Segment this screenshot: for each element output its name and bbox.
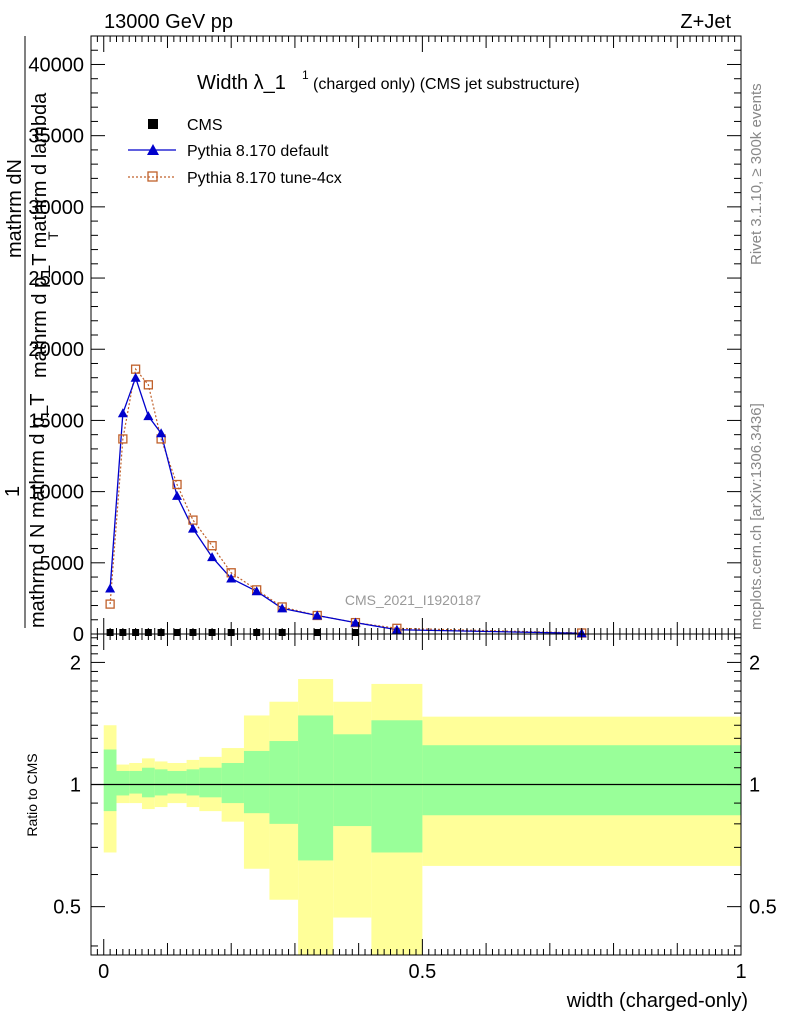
legend-label-pythia-default: Pythia 8.170 default (187, 143, 329, 160)
data-point-cms (351, 629, 359, 636)
y-tick-label: 40000 (28, 54, 84, 76)
data-point-pythia-tune4cx (207, 541, 217, 551)
main-panel: 0 5000 10000 15000 20000 25000 30000 35000 40000… (2, 35, 742, 646)
y-tick-label: 15000 (28, 410, 84, 432)
analysis-label: CMS_2021_I1920187 (345, 592, 481, 608)
data-point-pythia-default (172, 490, 183, 500)
legend-label-cms: CMS (187, 117, 223, 134)
y-tick-label: 25000 (28, 268, 84, 290)
ratio-band-green (186, 769, 200, 796)
ratio-band-green (103, 749, 117, 812)
data-point-pythia-default (105, 583, 116, 593)
y-tick-label: 10000 (28, 482, 84, 504)
data-point-pythia-tune4cx (172, 479, 182, 490)
x-tick-label: 1 (735, 961, 746, 983)
legend-item-pythia-tune4cx: Pythia 8.170 tune-4cx (128, 170, 342, 187)
chart-title: Width λ_1 1 (charged only) (CMS jet subs… (197, 68, 580, 94)
ratio-band-green (141, 767, 155, 798)
data-point-cms (313, 629, 321, 636)
title-subtext: (charged only) (CMS jet substructure) (313, 76, 580, 93)
ratio-band-green (167, 770, 187, 794)
data-point-pythia-default (226, 573, 237, 583)
ratio-band-green (129, 770, 142, 794)
x-axis-label: width (charged-only) (566, 990, 748, 1012)
data-point-pythia-default (143, 411, 154, 421)
rivet-label: Rivet 3.1.10, ≥ 300k events (748, 83, 765, 265)
data-point-pythia-default (187, 523, 198, 533)
title-main: Width λ_1 (197, 72, 286, 94)
y-tick-label: 35000 (28, 126, 84, 148)
ratio-y-tick-label: 2 (70, 652, 81, 674)
mcplots-label: mcplots.cern.ch [arXiv:1306.3436] (748, 403, 765, 630)
legend-marker-cms (148, 119, 158, 129)
ratio-band-green (422, 745, 741, 816)
legend-item-pythia-default: Pythia 8.170 default (128, 143, 329, 160)
ylabel-top: mathrm dN (4, 159, 26, 258)
process-label: Z+Jet (680, 11, 731, 33)
y-tick-label: 5000 (40, 553, 85, 575)
title-superscript: 1 (302, 68, 309, 82)
data-point-pythia-default (207, 552, 218, 562)
legend-label-pythia-tune4cx: Pythia 8.170 tune-4cx (187, 170, 342, 187)
legend-item-cms: CMS (148, 117, 223, 134)
ratio-band-green (298, 715, 334, 861)
ratio-y-tick-label-right: 0.5 (749, 897, 777, 919)
ratio-y-tick-label: 0.5 (53, 897, 81, 919)
y-axis-label: mathrm dN mathrm d p_T mathrm d lambda T… (2, 36, 61, 628)
ratio-band-green (116, 770, 130, 796)
data-point-pythia-tune4cx (143, 380, 154, 390)
ratio-band-green (371, 720, 423, 853)
ylabel-numerator: 1 (2, 486, 24, 497)
ratio-plot-area: 0 0.5 1 0.5 0.5 1 1 2 2 (53, 633, 777, 983)
y-tick-label: 30000 (28, 197, 84, 219)
main-plot-area: 0 5000 10000 15000 20000 25000 30000 35000 40000 (28, 35, 742, 646)
data-point-pythia-default (156, 428, 167, 438)
ratio-band-green (243, 750, 270, 814)
y-tick-label: 20000 (28, 339, 84, 361)
ylabel-denominator: mathrm d N mathrm d p_T (27, 393, 49, 628)
data-point-cms (173, 629, 181, 636)
ratio-band-green (269, 741, 299, 824)
ratio-band-green (333, 734, 372, 827)
ratio-y-tick-label-right: 2 (749, 652, 760, 674)
ratio-panel: 0 0.5 1 0.5 0.5 1 1 2 2 Ratio to CMS width (char… (24, 633, 777, 1012)
legend-marker-pythia-default (147, 144, 159, 155)
ratio-y-tick-label: 1 (70, 775, 81, 797)
data-point-pythia-default (117, 408, 128, 418)
x-tick-label: 0 (98, 961, 109, 983)
energy-label: 13000 GeV pp (104, 11, 233, 33)
ratio-band-green (199, 767, 222, 798)
data-point-pythia-default (277, 603, 288, 613)
legend-marker-pythia-tune4cx (147, 171, 158, 182)
data-point-pythia-tune4cx (105, 599, 115, 609)
data-point-pythia-default (350, 617, 361, 627)
legend: CMS Pythia 8.170 default Pythia 8.170 tu… (128, 117, 342, 187)
ratio-band-green (221, 762, 244, 804)
data-point-pythia-tune4cx (118, 434, 128, 444)
ratio-y-tick-label-right: 1 (749, 775, 760, 797)
data-point-pythia-default (130, 372, 141, 382)
y-tick-label: 0 (73, 624, 84, 646)
ylabel-subscript: T (45, 231, 61, 240)
data-point-pythia-default (251, 586, 262, 596)
data-point-pythia-default (312, 610, 323, 620)
ratio-band-green (154, 769, 168, 796)
ratio-ylabel: Ratio to CMS (24, 753, 40, 836)
ylabel-middle: mathrm d p_T mathrm d lambda (29, 92, 51, 378)
x-tick-label: 0.5 (408, 961, 436, 983)
